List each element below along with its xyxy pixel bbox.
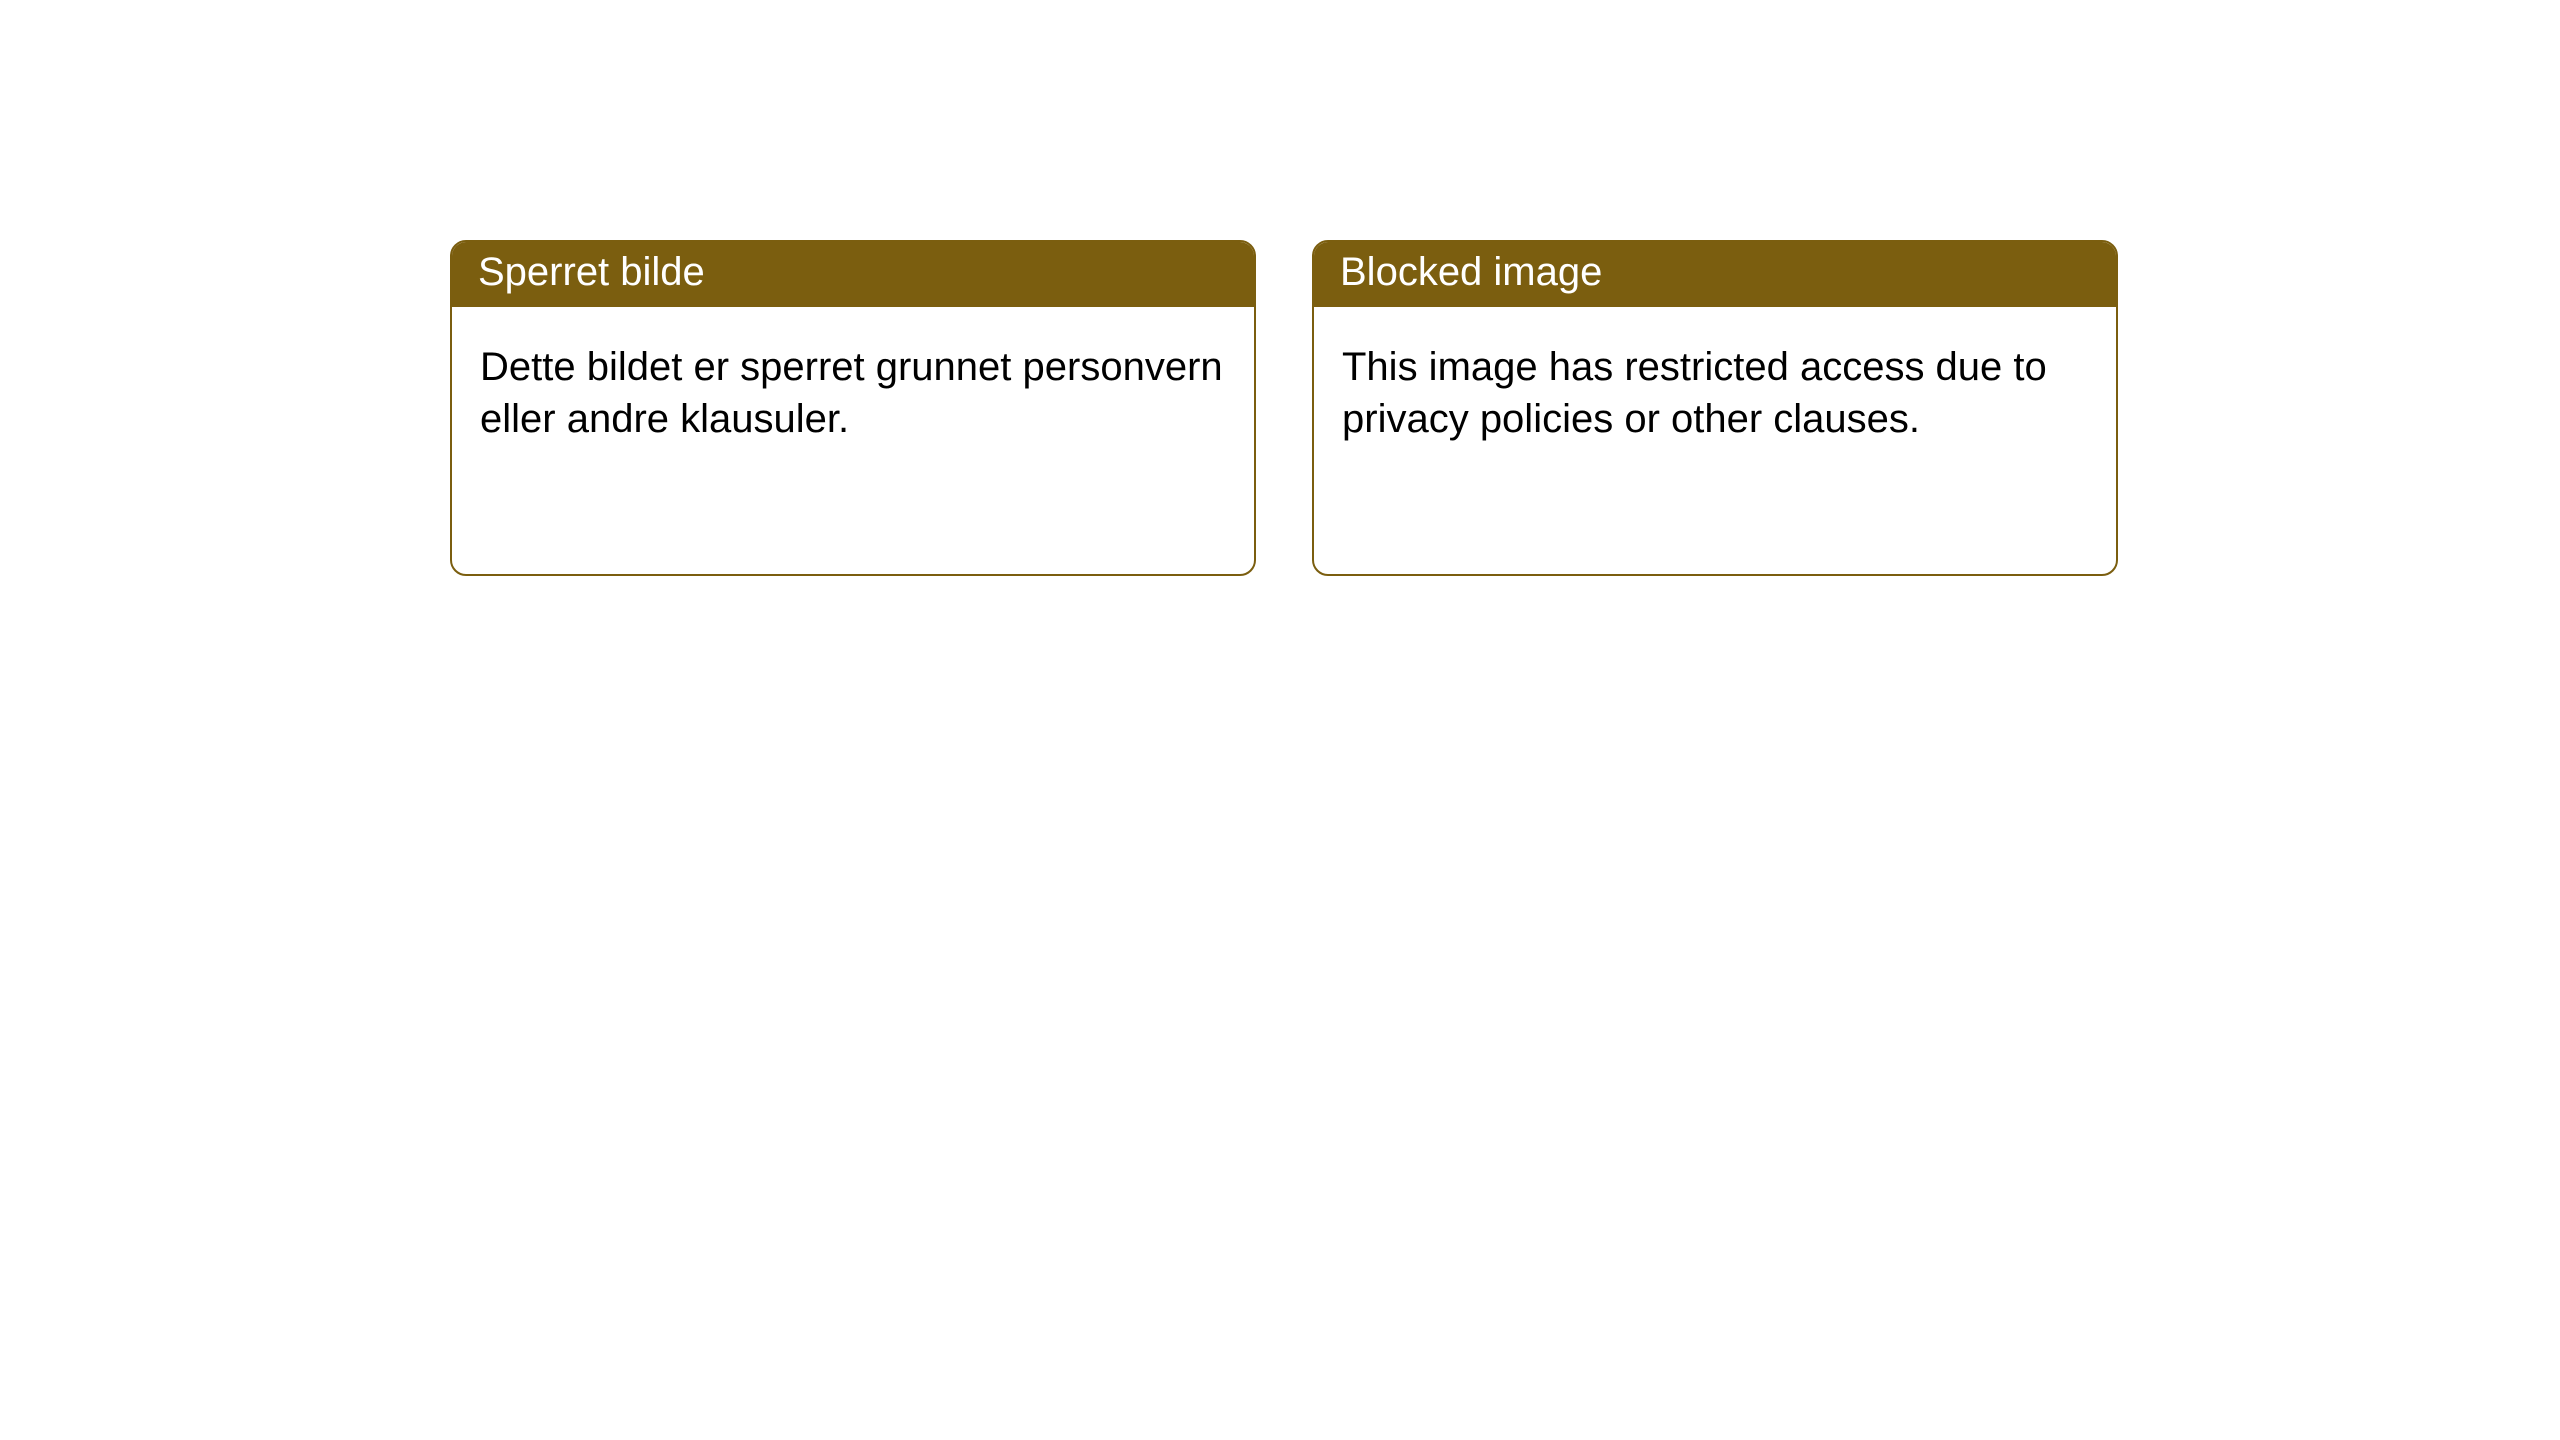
notice-container: Sperret bilde Dette bildet er sperret gr… (450, 240, 2560, 576)
notice-box-english: Blocked image This image has restricted … (1312, 240, 2118, 576)
notice-box-norwegian: Sperret bilde Dette bildet er sperret gr… (450, 240, 1256, 576)
notice-header: Blocked image (1314, 242, 2116, 307)
notice-header: Sperret bilde (452, 242, 1254, 307)
notice-body: Dette bildet er sperret grunnet personve… (452, 307, 1254, 479)
notice-body: This image has restricted access due to … (1314, 307, 2116, 479)
